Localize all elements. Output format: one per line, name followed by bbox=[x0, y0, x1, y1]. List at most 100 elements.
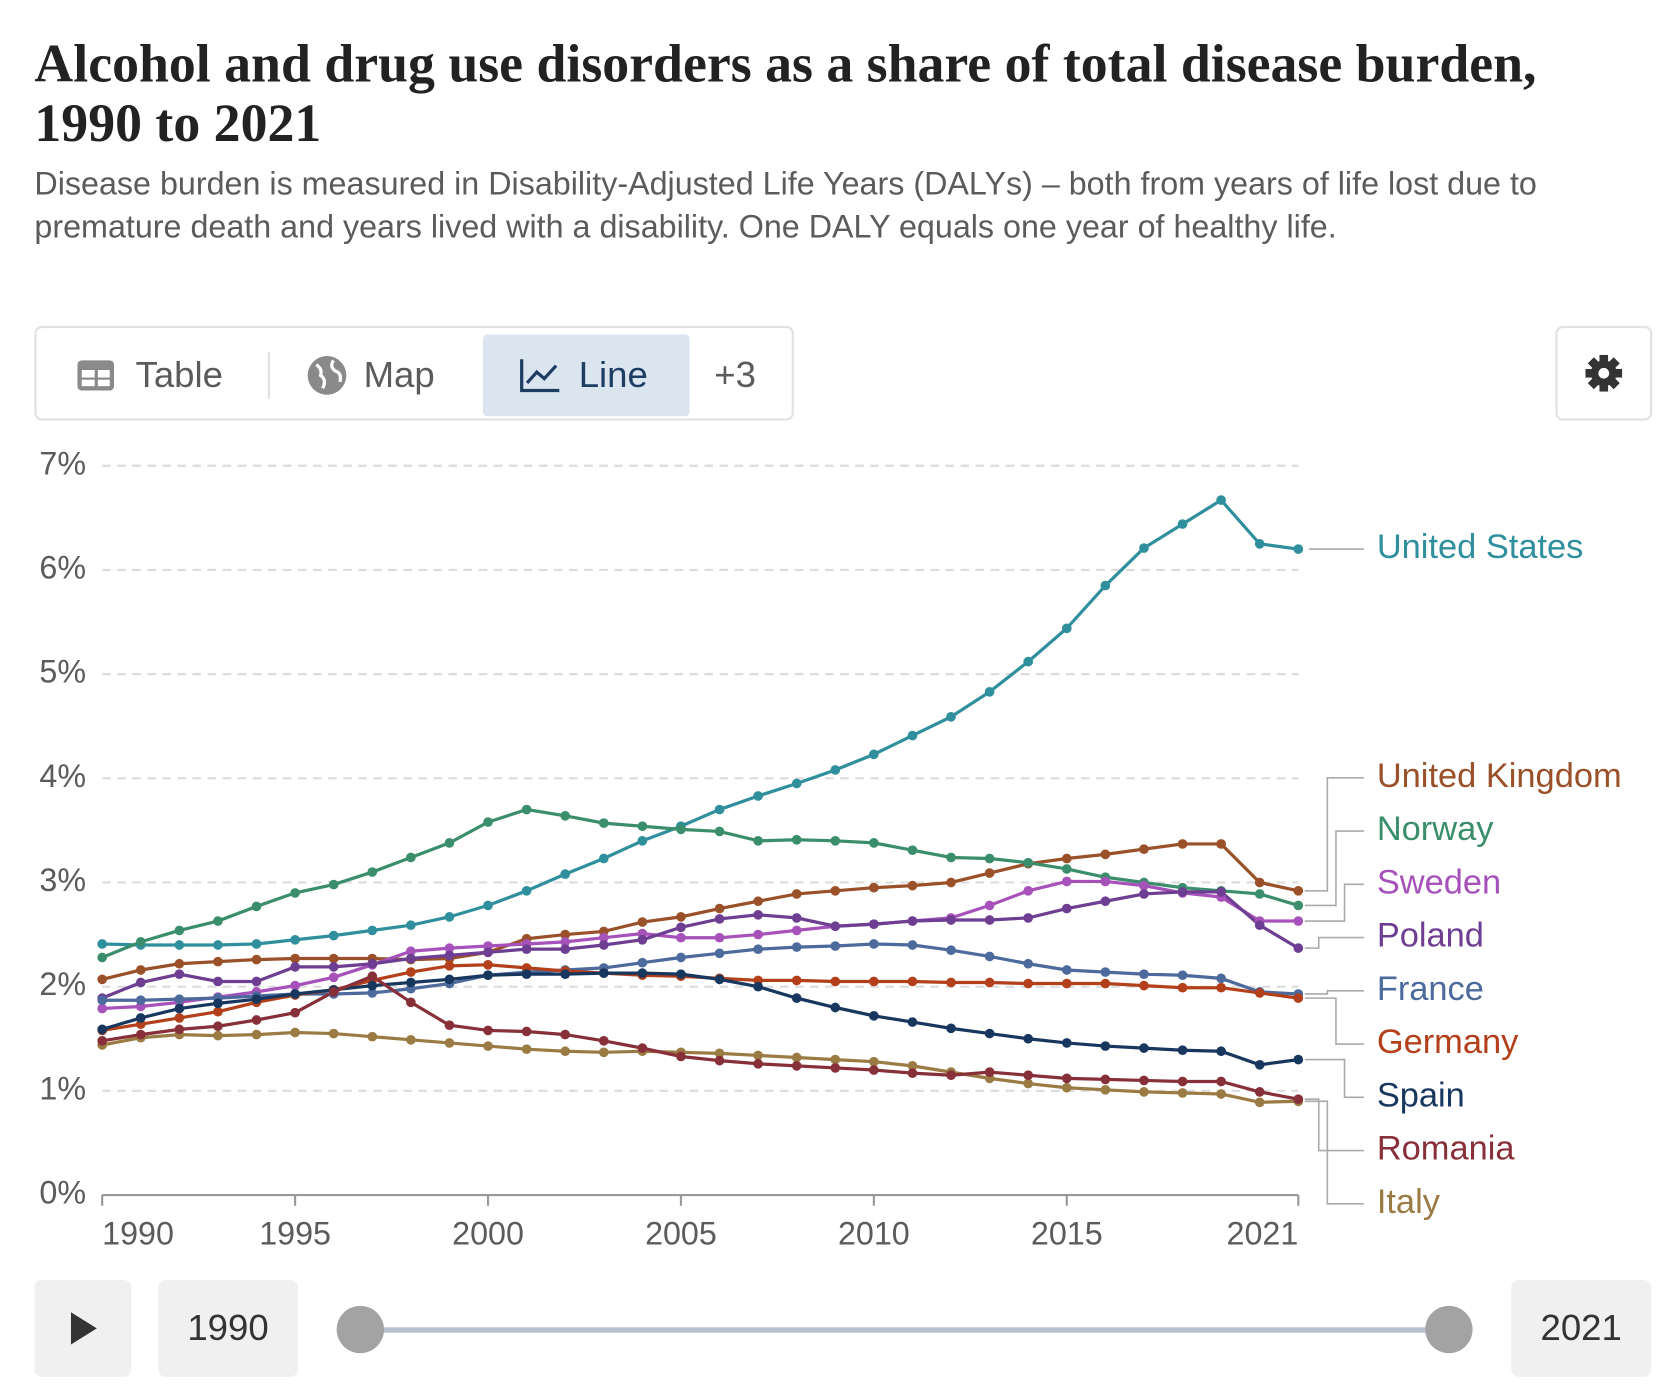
tab-label: Table bbox=[135, 354, 223, 396]
data-point bbox=[1216, 1076, 1226, 1087]
data-point bbox=[1023, 656, 1034, 667]
data-point bbox=[560, 944, 571, 955]
data-point bbox=[406, 967, 416, 977]
series-line bbox=[101, 963, 1299, 1033]
data-point bbox=[1293, 544, 1304, 554]
play-button[interactable] bbox=[34, 1280, 132, 1377]
time-end: 2021 bbox=[1511, 1280, 1652, 1377]
table-icon bbox=[77, 360, 115, 391]
data-point bbox=[251, 976, 262, 987]
x-tick-label: 1990 bbox=[102, 1215, 174, 1251]
series-label: Spain bbox=[1377, 1076, 1465, 1114]
tab-label: +3 bbox=[714, 354, 756, 396]
data-point bbox=[1177, 839, 1188, 849]
data-point bbox=[791, 889, 802, 899]
data-point bbox=[1023, 978, 1034, 989]
settings-button[interactable] bbox=[1555, 325, 1653, 421]
data-point bbox=[1293, 1094, 1304, 1105]
data-point bbox=[213, 916, 223, 926]
series-line bbox=[101, 807, 1299, 959]
data-point bbox=[328, 987, 339, 997]
data-point bbox=[791, 942, 802, 952]
data-point bbox=[251, 939, 262, 949]
data-point bbox=[1100, 1041, 1111, 1051]
y-tick-label: 6% bbox=[39, 549, 86, 585]
series-label: United States bbox=[1377, 528, 1584, 566]
slider-handle[interactable] bbox=[1425, 1305, 1473, 1354]
data-point bbox=[753, 1058, 763, 1069]
data-point bbox=[328, 953, 339, 964]
data-point bbox=[444, 943, 455, 953]
data-point bbox=[753, 944, 763, 955]
data-point bbox=[290, 989, 300, 999]
data-point bbox=[290, 1027, 300, 1038]
data-point bbox=[406, 852, 416, 863]
data-point bbox=[97, 939, 108, 949]
data-point bbox=[406, 920, 416, 931]
data-point bbox=[1100, 978, 1111, 989]
y-tick-label: 7% bbox=[39, 445, 86, 481]
line-icon bbox=[520, 359, 560, 393]
data-point bbox=[1177, 1076, 1188, 1087]
data-point bbox=[1023, 857, 1034, 868]
data-point bbox=[367, 1031, 378, 1042]
data-point bbox=[830, 885, 841, 896]
tab-map[interactable]: Map bbox=[305, 335, 435, 417]
data-point bbox=[1216, 982, 1226, 993]
data-point bbox=[946, 915, 956, 925]
data-point bbox=[1023, 1033, 1034, 1044]
data-point bbox=[1061, 978, 1072, 989]
data-point bbox=[174, 994, 185, 1005]
data-point bbox=[676, 824, 686, 835]
data-point bbox=[791, 993, 802, 1003]
tab-table[interactable]: Table bbox=[75, 335, 223, 417]
tab-line[interactable]: Line bbox=[482, 334, 690, 417]
data-point bbox=[907, 1061, 918, 1071]
data-point bbox=[907, 940, 918, 950]
data-point bbox=[444, 838, 455, 848]
chart-subtitle: Disease burden is measured in Disability… bbox=[34, 166, 1537, 246]
data-point bbox=[637, 957, 648, 968]
data-point bbox=[1061, 864, 1072, 874]
data-point bbox=[1139, 543, 1149, 553]
data-point bbox=[1061, 623, 1072, 634]
data-point bbox=[521, 944, 532, 955]
data-point bbox=[1177, 970, 1188, 981]
tab-bar: Table Map Line +3 bbox=[34, 325, 794, 421]
data-point bbox=[1061, 903, 1072, 914]
data-point bbox=[1061, 1082, 1072, 1093]
play-icon bbox=[70, 1312, 97, 1345]
data-point bbox=[676, 932, 686, 943]
data-point bbox=[791, 1052, 802, 1063]
series-line bbox=[101, 842, 1299, 981]
data-point bbox=[753, 1050, 763, 1061]
data-point bbox=[521, 804, 532, 815]
data-point bbox=[328, 962, 339, 972]
label-connector bbox=[1304, 1058, 1364, 1099]
series-label: Sweden bbox=[1377, 863, 1501, 901]
data-point bbox=[97, 974, 108, 985]
data-point bbox=[483, 900, 493, 911]
data-point bbox=[444, 912, 455, 922]
slider-handle[interactable] bbox=[336, 1305, 385, 1354]
data-point bbox=[830, 835, 841, 846]
data-point bbox=[598, 853, 609, 864]
data-point bbox=[1293, 943, 1304, 953]
data-point bbox=[791, 913, 802, 923]
data-point bbox=[1023, 1070, 1034, 1081]
data-point bbox=[97, 1003, 108, 1014]
data-point bbox=[1100, 1074, 1111, 1085]
data-point bbox=[1216, 973, 1226, 984]
data-point bbox=[97, 1036, 108, 1046]
tab-more[interactable]: +3 bbox=[714, 335, 756, 417]
label-connector bbox=[1304, 777, 1364, 892]
data-point bbox=[135, 1013, 146, 1023]
x-tick-label: 2015 bbox=[1031, 1215, 1103, 1251]
data-point bbox=[946, 977, 956, 988]
y-tick-label: 1% bbox=[39, 1070, 86, 1106]
data-point bbox=[830, 1002, 841, 1013]
data-point bbox=[714, 826, 725, 837]
data-point bbox=[984, 686, 995, 697]
data-point bbox=[830, 1063, 841, 1073]
data-point bbox=[714, 932, 725, 943]
